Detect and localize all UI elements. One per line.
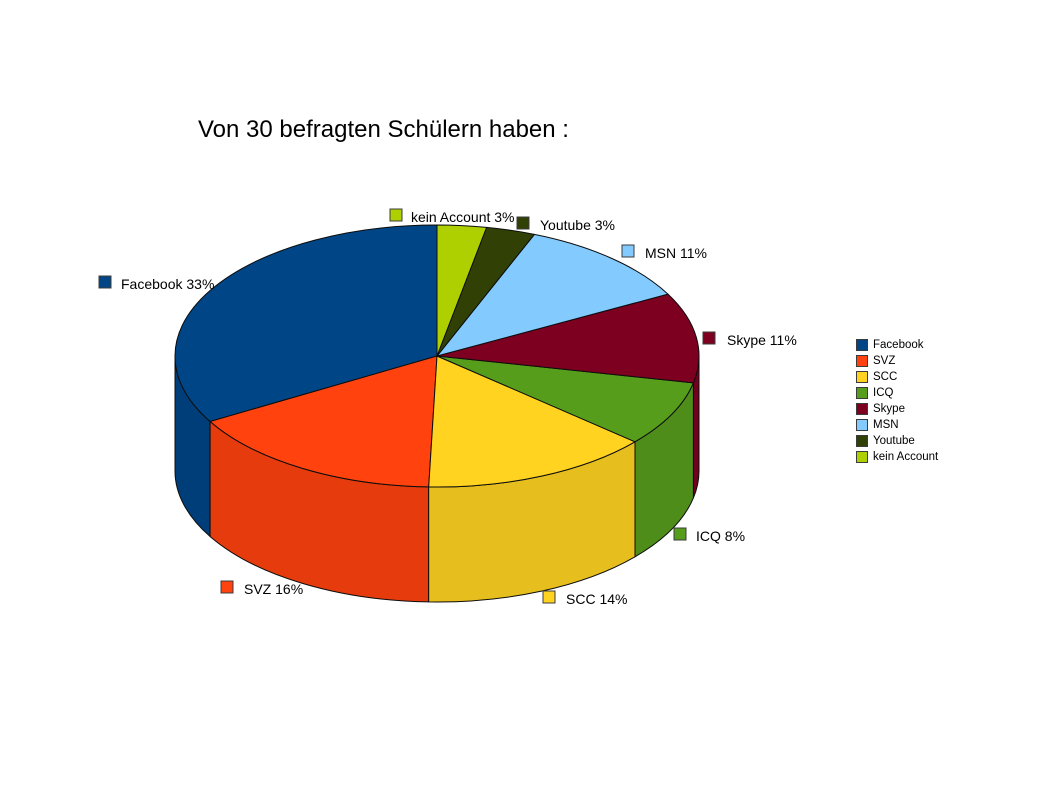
legend-swatch-svz [856,355,868,367]
pie-slice-skype [436,293,700,384]
callout-label-facebook: Facebook 33% [121,276,214,292]
slice-callout-icq: ICQ 8% [673,527,745,544]
legend-label-kein-account: kein Account [873,451,939,463]
slice-callout-facebook: Facebook 33% [98,275,214,292]
legend-swatch-youtube [856,435,868,447]
legend-swatch-facebook [856,339,868,351]
legend-swatch-msn [856,419,868,431]
slice-callout-scc: SCC 14% [542,590,627,607]
legend-label-skype: Skype [873,403,905,415]
legend-label-scc: SCC [873,371,898,383]
legend-swatch-kein-account [856,451,868,463]
pie-slice-msn [436,233,669,357]
legend-item-icq: ICQ [856,385,938,401]
callout-swatch-kein-account [389,208,403,222]
legend-item-scc: SCC [856,369,938,385]
legend-item-skype: Skype [856,401,938,417]
legend-label-msn: MSN [873,419,899,431]
chart-title: Von 30 befragten Schülern haben : [198,116,569,143]
legend-swatch-icq [856,387,868,399]
chart-legend: Facebook SVZ SCC ICQ Skype MSN Youtube kein Acc… [856,337,938,465]
slice-callout-svz: SVZ 16% [220,580,303,597]
pie-slice-icq [436,355,694,443]
slice-callout-skype: Skype 11% [702,331,797,348]
legend-item-facebook: Facebook [856,337,938,353]
slice-callout-msn: MSN 11% [621,244,707,261]
pie-slice-svz [209,355,438,488]
legend-swatch-scc [856,371,868,383]
callout-label-msn: MSN 11% [645,245,707,261]
legend-label-svz: SVZ [873,355,896,367]
legend-item-svz: SVZ [856,353,938,369]
legend-label-icq: ICQ [873,387,894,399]
legend-swatch-skype [856,403,868,415]
pie-slice-scc [428,355,636,488]
legend-label-youtube: Youtube [873,435,915,447]
callout-swatch-youtube [516,216,530,230]
callout-label-scc: SCC 14% [566,591,627,607]
callout-swatch-scc [542,590,556,604]
callout-swatch-facebook [98,275,112,289]
legend-item-kein-account: kein Account [856,449,938,465]
callout-swatch-msn [621,244,635,258]
pie-slice-kein-account [436,224,488,357]
callout-label-svz: SVZ 16% [244,581,303,597]
legend-item-msn: MSN [856,417,938,433]
callout-label-kein-account: kein Account 3% [411,209,515,225]
slice-callout-youtube: Youtube 3% [516,216,615,233]
callout-swatch-icq [673,527,687,541]
callout-label-youtube: Youtube 3% [540,217,615,233]
pie-slice-facebook [174,224,438,422]
callout-label-icq: ICQ 8% [696,528,745,544]
legend-item-youtube: Youtube [856,433,938,449]
callout-label-skype: Skype 11% [727,332,797,348]
slice-callout-kein-account: kein Account 3% [389,208,515,225]
callout-swatch-svz [220,580,234,594]
callout-swatch-skype [702,331,716,345]
legend-label-facebook: Facebook [873,339,924,351]
